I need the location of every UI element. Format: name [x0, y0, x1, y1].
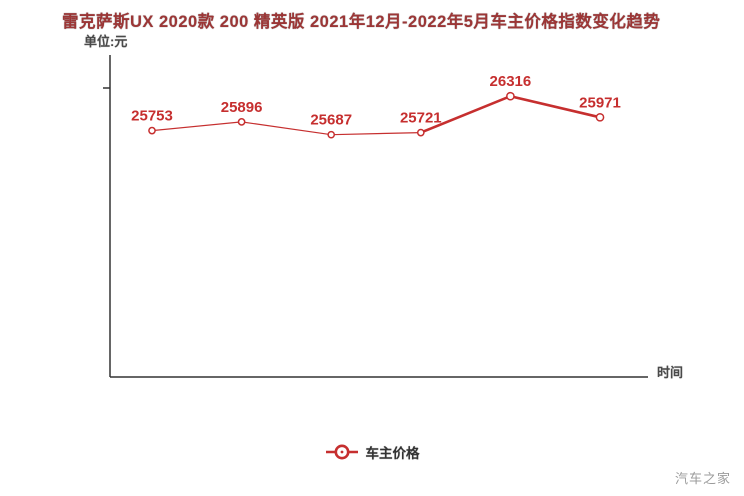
data-point-label: 25687 — [310, 112, 352, 129]
legend[interactable]: 车主价格 — [0, 440, 744, 464]
data-point-marker[interactable] — [237, 118, 246, 126]
data-point-label: 26316 — [490, 73, 532, 90]
data-point-marker[interactable] — [327, 130, 336, 139]
series-line-segment — [151, 121, 421, 136]
watermark-autohome: 汽车之家 — [674, 471, 731, 486]
data-point-marker[interactable] — [595, 112, 605, 122]
x-axis-label: 时间 — [657, 365, 684, 380]
data-point-label: 25971 — [579, 94, 621, 111]
y-axis-unit-label: 单位:元 — [84, 34, 128, 49]
data-point-label: 25753 — [131, 108, 173, 125]
data-point-marker[interactable] — [416, 128, 425, 137]
data-point-label: 25721 — [400, 110, 442, 127]
data-point-marker[interactable] — [506, 91, 515, 101]
data-point-marker[interactable] — [148, 126, 156, 135]
legend-line-marker-icon — [325, 444, 358, 460]
series-owner-price: 25753 25896 25687 25721 26316 25971 — [131, 73, 621, 139]
data-point-label: 25896 — [221, 99, 263, 116]
legend-label: 车主价格 — [365, 446, 420, 461]
chart-title: 雷克萨斯UX 2020款 200 精英版 2021年12月-2022年5月车主价… — [62, 13, 661, 31]
series-line-segment — [420, 94, 601, 134]
